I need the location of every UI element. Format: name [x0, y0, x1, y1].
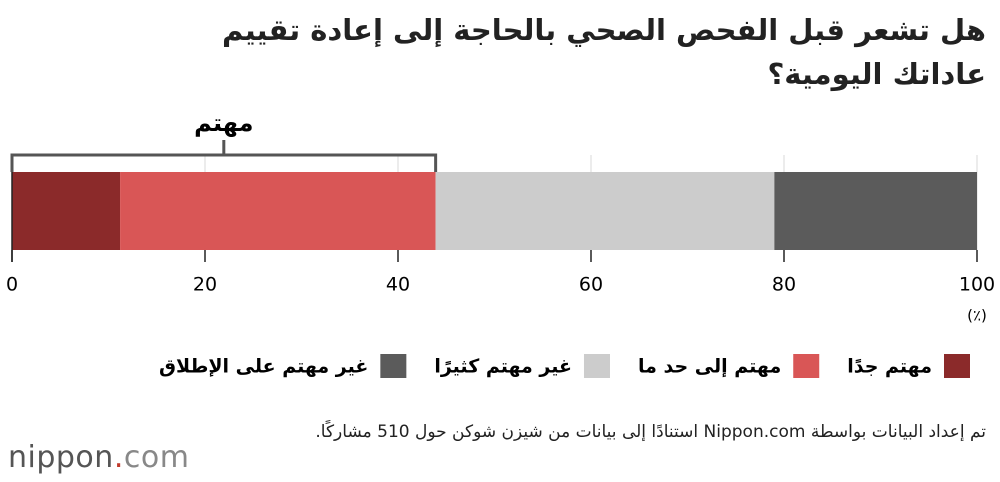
logo-part: nippon [8, 440, 114, 475]
x-axis-label: (٪) [967, 307, 987, 325]
x-tick-label: 20 [193, 274, 217, 296]
x-tick-label: 100 [959, 274, 995, 296]
source-note: تم إعداد البيانات بواسطة Nippon.com استن… [315, 422, 986, 442]
bar-segment [435, 172, 775, 250]
legend-swatch [380, 354, 407, 378]
bracket [10, 140, 438, 172]
legend-label: مهتم جدًا [847, 356, 932, 378]
logo: nippon.com [8, 440, 189, 475]
x-tick-label: 60 [579, 274, 603, 296]
x-tick-label: 0 [6, 274, 18, 296]
x-tick-label: 40 [386, 274, 410, 296]
legend-swatch [944, 354, 970, 378]
x-tick-label: 80 [772, 274, 796, 296]
bar-segment [120, 172, 436, 250]
bracket-label: مهتم [194, 109, 253, 137]
logo-part: . [113, 440, 124, 475]
legend-swatch [583, 354, 610, 378]
chart-title: هل تشعر قبل الفحص الصحي بالحاجة إلى إعاد… [221, 13, 986, 91]
bar-segment [774, 172, 977, 250]
legend-label: مهتم إلى حد ما [638, 356, 781, 378]
legend-swatch [793, 354, 820, 378]
bar-segment [12, 172, 121, 250]
legend-label: غير مهتم على الإطلاق [159, 356, 368, 378]
logo-part: com [123, 440, 190, 475]
legend-label: غير مهتم كثيرًا [434, 356, 572, 378]
